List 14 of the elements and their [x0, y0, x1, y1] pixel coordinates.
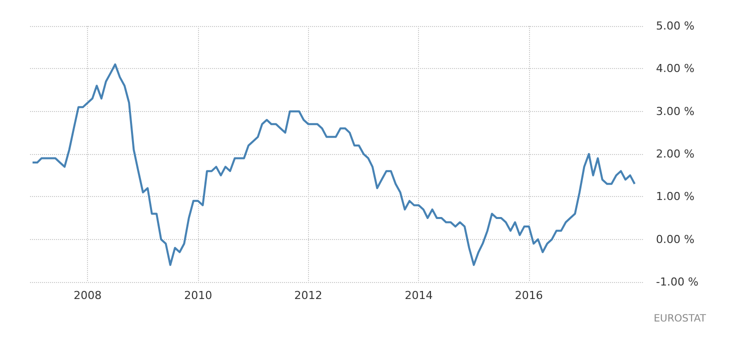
x-tick-label: 2014 [404, 289, 433, 302]
y-tick-label: 1.00 % [656, 190, 694, 204]
y-tick-label: 5.00 % [656, 20, 694, 32]
x-tick-label: 2016 [514, 289, 543, 302]
y-tick-label: 3.00 % [656, 104, 694, 118]
line-series [32, 63, 636, 266]
y-tick-label: 2.00 % [656, 148, 694, 160]
text: EUROSTAT [654, 314, 707, 324]
y-tick-label: 0.00 % [656, 232, 694, 246]
y-tick-label: 4.00 % [656, 62, 694, 76]
x-tick-label: 2012 [294, 289, 322, 302]
y-tick-label: -1.00 % [656, 276, 698, 288]
x-tick-label: 2008 [74, 289, 102, 302]
x-tick-label: 2010 [184, 289, 212, 302]
